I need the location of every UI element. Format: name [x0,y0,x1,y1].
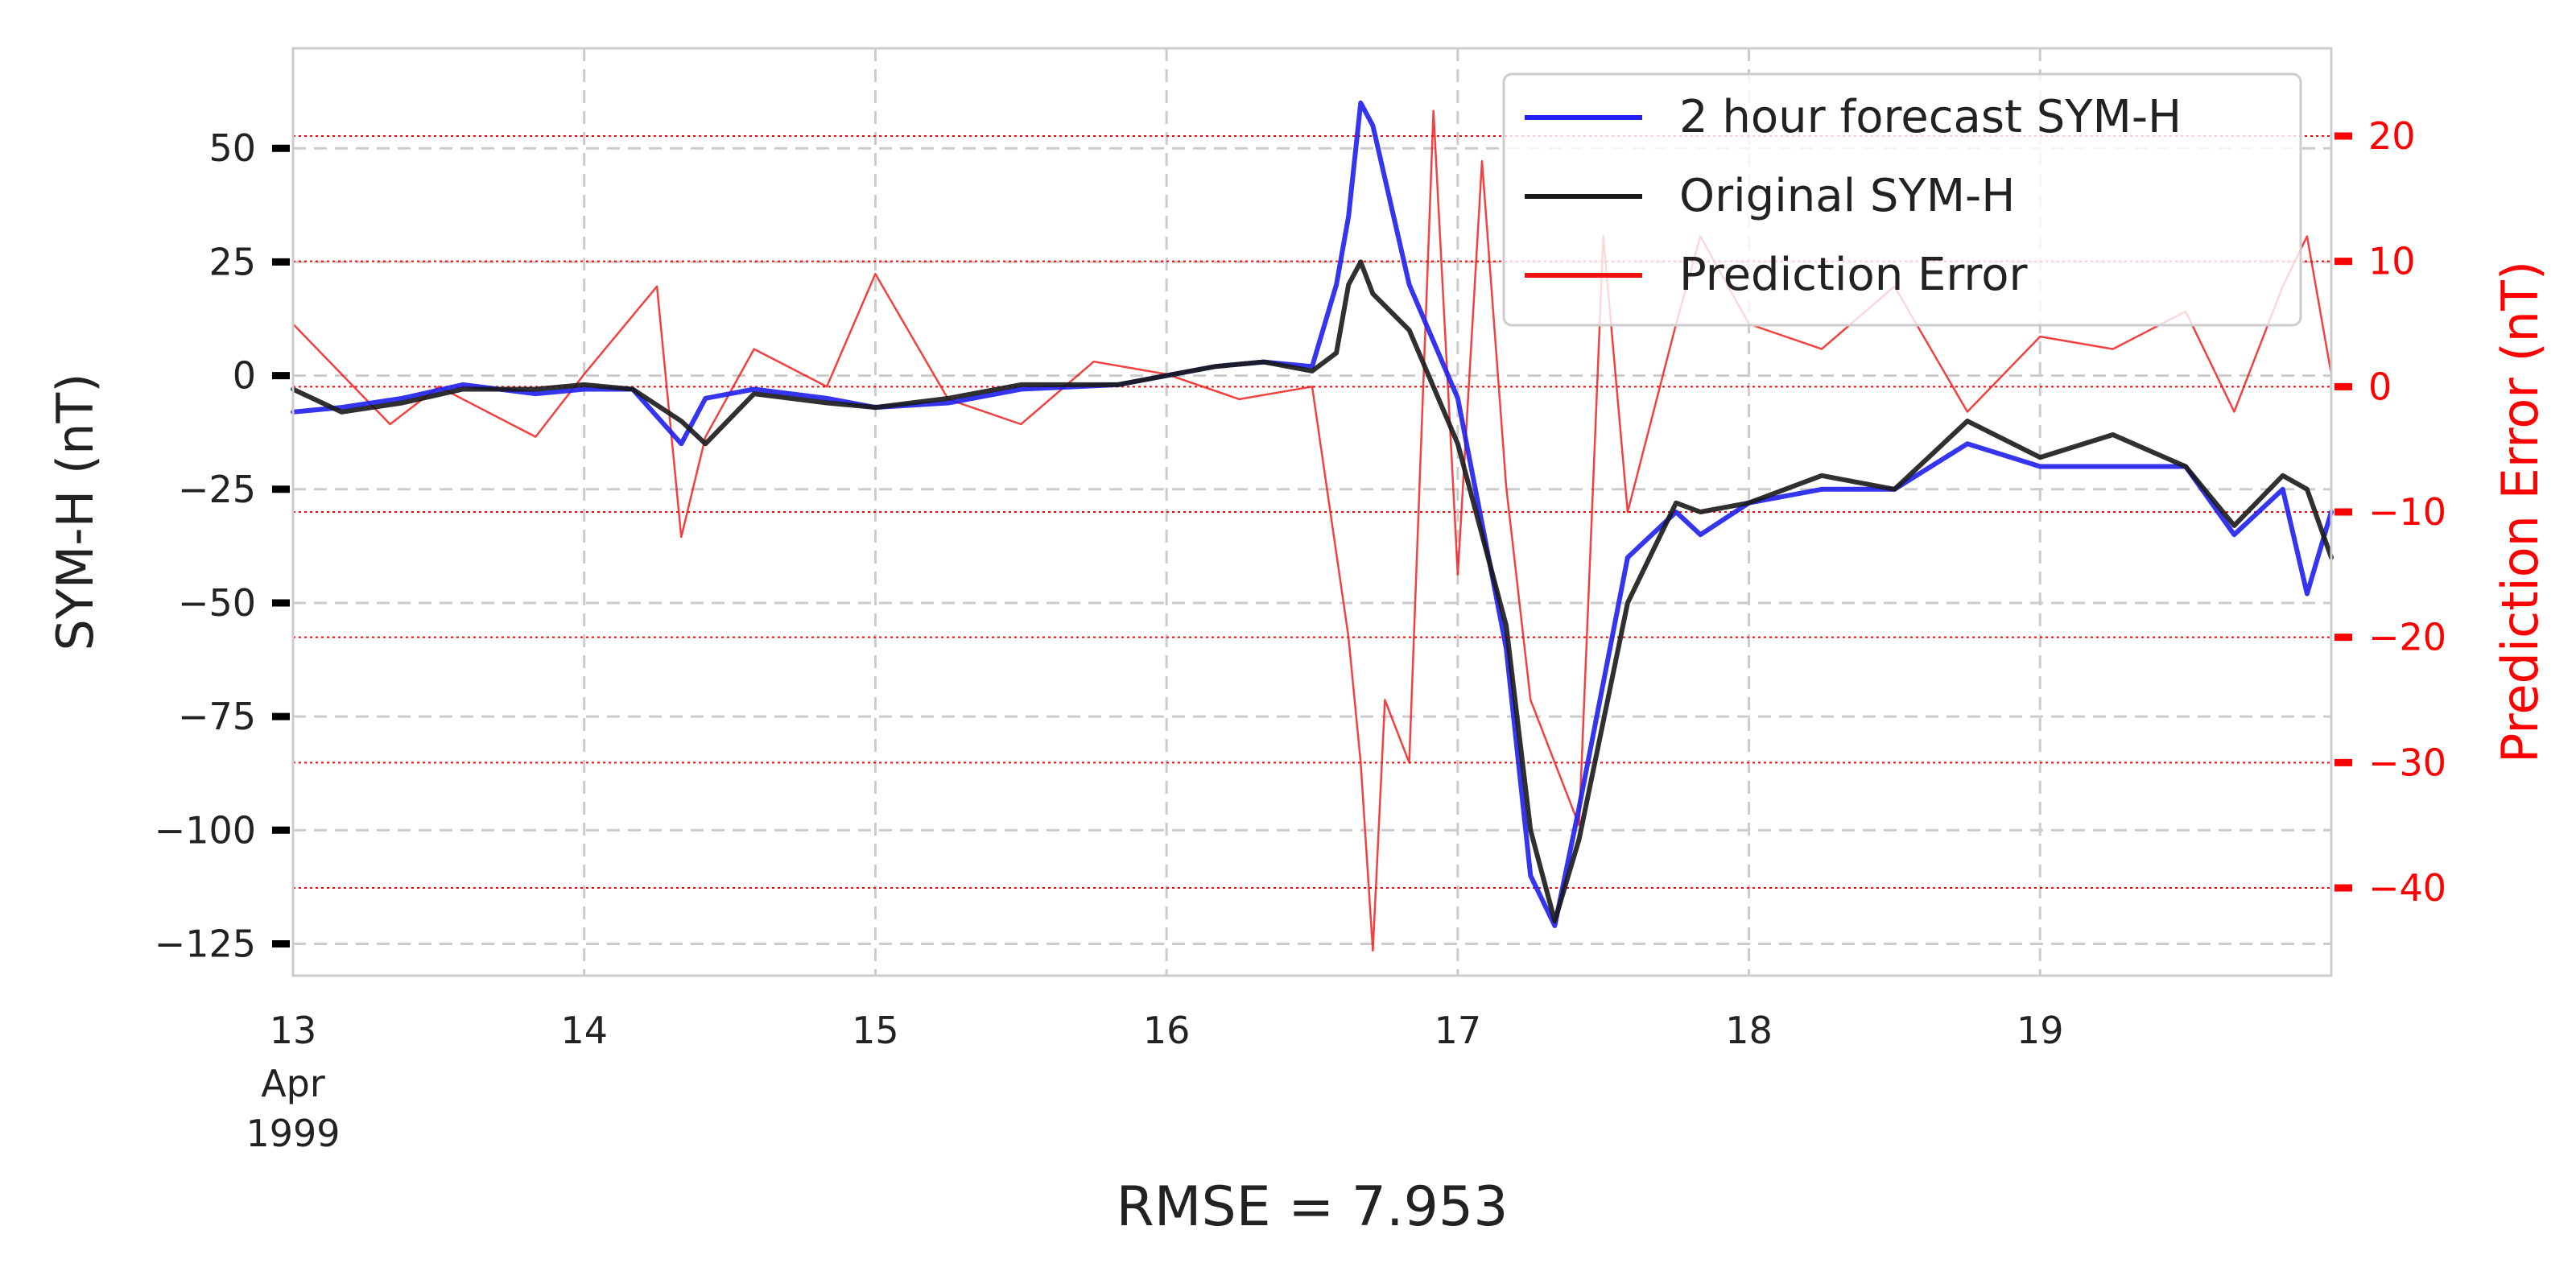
series-lines [291,100,2334,952]
y-tick-label: −125 [155,922,256,965]
y-tick-label: 50 [208,126,256,170]
x-tick-label: 13 [270,1009,317,1052]
legend-label-original: Original SYM-H [1679,170,2015,222]
x-tick-sublabel: Apr [261,1062,325,1105]
x-tick-sublabel: 1999 [246,1112,340,1155]
y-axis-label-right: Prediction Error (nT) [2491,261,2549,763]
x-tick-label: 16 [1143,1009,1191,1052]
right-y-axis: 20 10 0 −10 −20 −30 −40 [2334,114,2446,910]
series-forecast-symh [291,100,2334,928]
y-tick-label: −25 [178,468,256,511]
left-y-axis: 50 25 0 −25 −50 −75 −100 −125 [155,126,290,965]
x-axis: 13 Apr 1999 14 15 16 17 18 19 [246,1009,2063,1155]
y-tick-label: −75 [178,695,256,738]
x-tick-label: 19 [2017,1009,2064,1052]
series-original-symh [291,259,2334,924]
right-tick-label: −40 [2368,866,2446,910]
legend-label-forecast: 2 hour forecast SYM-H [1679,91,2182,143]
plot-frame [291,47,2333,977]
y-axis-label: SYM-H (nT) [46,374,105,651]
y-tick-label: −50 [178,581,256,625]
x-axis-label: RMSE = 7.953 [1117,1175,1509,1239]
right-tick-label: 0 [2368,365,2392,408]
x-tick-label: 14 [560,1009,608,1052]
x-tick-label: 15 [852,1009,899,1052]
right-tick-label: −10 [2368,490,2446,534]
right-tick-label: 10 [2368,240,2416,283]
right-tick-label: −20 [2368,616,2446,659]
legend: 2 hour forecast SYM-H Original SYM-H Pre… [1502,72,2302,327]
y-tick-label: −100 [155,808,256,852]
right-tick-label: −30 [2368,741,2446,784]
x-tick-label: 17 [1435,1009,1482,1052]
x-tick-label: 18 [1725,1009,1773,1052]
right-tick-label: 20 [2368,114,2416,158]
y-tick-label: 25 [208,240,256,283]
legend-box [1502,72,2302,327]
y-tick-label: 0 [233,354,256,398]
legend-label-error: Prediction Error [1679,249,2028,301]
